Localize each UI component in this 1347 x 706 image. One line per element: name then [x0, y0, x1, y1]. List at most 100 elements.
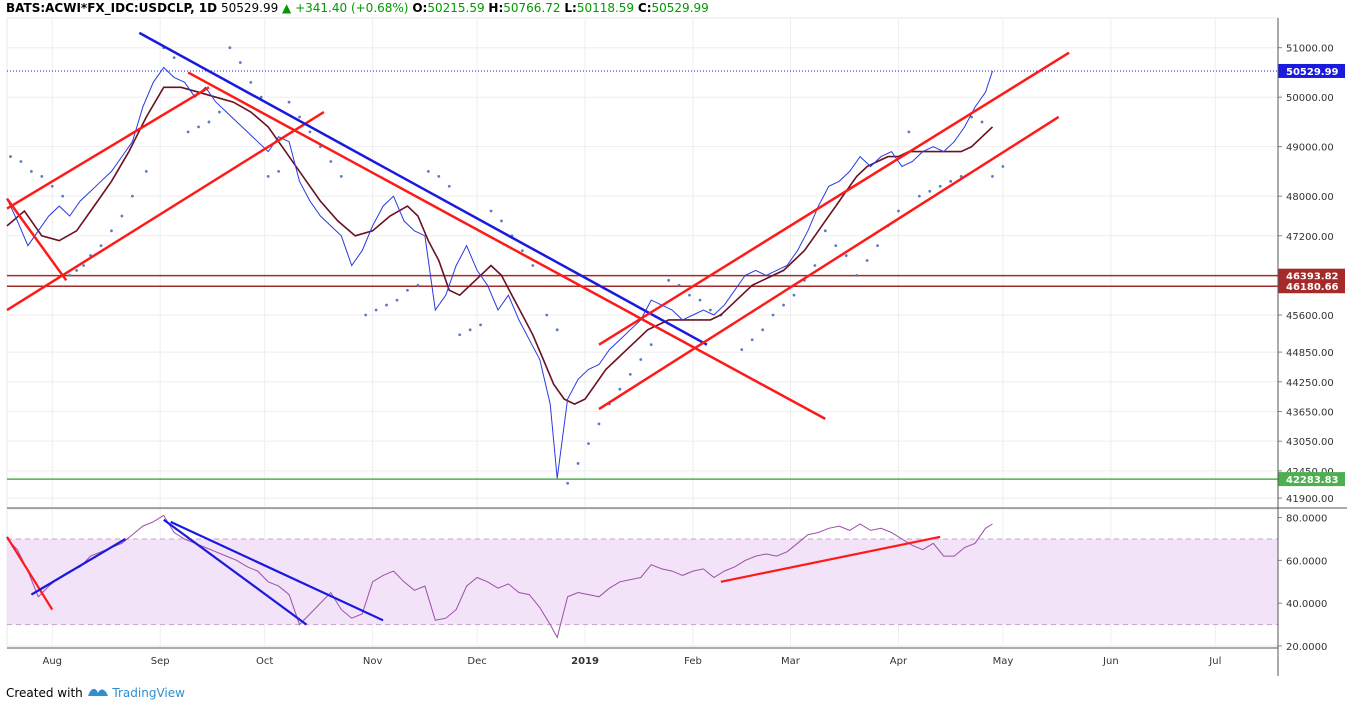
- y-tick-label: 44850.00: [1286, 348, 1334, 359]
- trend-line: [138, 31, 708, 346]
- psar-dot: [897, 209, 900, 213]
- price-pane: [6, 17, 1279, 509]
- last-price: 50529.99: [220, 1, 279, 15]
- tradingview-brand[interactable]: TradingView: [112, 686, 185, 700]
- symbol-name[interactable]: BATS:ACWI*FX_IDC:USDCLP, 1D: [6, 1, 218, 15]
- x-tick-label: Nov: [363, 656, 383, 667]
- psar-dot: [555, 328, 559, 332]
- psar-dot: [907, 130, 911, 134]
- psar-dot: [437, 174, 441, 178]
- psar-dot: [374, 308, 378, 312]
- y-tick-label: 43650.00: [1286, 407, 1334, 418]
- psar-dot: [186, 130, 190, 134]
- psar-dot: [385, 303, 388, 307]
- psar-dot: [19, 160, 23, 163]
- psar-dot: [238, 61, 242, 64]
- psar-dot: [458, 333, 462, 337]
- close-label: C:: [637, 1, 652, 15]
- symbol-header: BATS:ACWI*FX_IDC:USDCLP, 1D 50529.99 ▲ +…: [6, 0, 709, 16]
- open-label: O:: [412, 1, 428, 15]
- psar-dot: [844, 254, 848, 257]
- psar-dot: [228, 46, 232, 50]
- psar-dot: [823, 229, 827, 233]
- x-tick-label: Jul: [1208, 656, 1221, 667]
- psar-dot: [566, 481, 570, 485]
- psar-dot: [970, 115, 973, 119]
- psar-dot: [618, 387, 622, 391]
- x-tick-label: Feb: [684, 656, 702, 667]
- psar-dot: [813, 264, 817, 267]
- x-tick-label: May: [993, 656, 1014, 667]
- trend-line: [6, 86, 210, 210]
- rsi-tick-label: 20.0000: [1286, 642, 1327, 653]
- psar-dot: [917, 194, 921, 198]
- y-tick-label: 47200.00: [1286, 232, 1334, 243]
- psar-dot: [792, 293, 796, 297]
- psar-dot: [339, 174, 343, 178]
- x-tick-label: Dec: [467, 656, 486, 667]
- rsi-band: [7, 538, 1278, 625]
- trend-line: [187, 71, 826, 421]
- psar-dot: [68, 273, 72, 277]
- price-axis-label-bg: [1278, 472, 1345, 487]
- x-tick-label: Apr: [890, 656, 908, 667]
- rsi-trend-line: [720, 535, 941, 583]
- psar-dot: [218, 110, 221, 114]
- psar-dot: [110, 229, 113, 233]
- x-tick-label: Oct: [256, 656, 273, 667]
- psar-dot: [298, 115, 301, 119]
- price-axis-label: 42283.83: [1286, 475, 1339, 486]
- psar-dot: [500, 219, 503, 223]
- high-label: H:: [488, 1, 504, 15]
- price-axis-label-bg: [1278, 268, 1345, 283]
- psar-dot: [308, 130, 312, 134]
- psar-dot: [489, 209, 493, 213]
- psar-dot: [782, 303, 785, 307]
- psar-dot: [928, 189, 932, 193]
- psar-dot: [771, 313, 775, 317]
- psar-dot: [597, 422, 601, 426]
- psar-dot: [855, 273, 859, 277]
- psar-dot: [75, 269, 79, 272]
- psar-dot: [667, 278, 671, 282]
- psar-dot: [688, 293, 691, 297]
- x-tick-label: Aug: [43, 656, 63, 667]
- y-tick-label: 50000.00: [1286, 93, 1334, 104]
- psar-dot: [587, 442, 590, 446]
- rsi-tick-label: 40.0000: [1286, 599, 1327, 610]
- psar-dot: [576, 462, 580, 465]
- close-value: 50529.99: [651, 1, 709, 15]
- psar-dot: [761, 328, 765, 332]
- psar-dot: [709, 308, 712, 312]
- psar-dot: [130, 194, 134, 198]
- psar-dot: [677, 283, 681, 287]
- rsi-tick-label: 80.0000: [1286, 514, 1327, 525]
- psar-dot: [266, 174, 270, 178]
- x-tick-label: Mar: [781, 656, 801, 667]
- psar-dot: [259, 95, 263, 99]
- rsi-tick-label: 60.0000: [1286, 556, 1327, 567]
- rsi-trend-line: [163, 518, 308, 626]
- psar-dot: [50, 184, 54, 188]
- psar-dot: [639, 358, 643, 361]
- y-tick-label: 49000.00: [1286, 143, 1334, 154]
- psar-dot: [1001, 165, 1005, 168]
- psar-dot: [207, 120, 211, 124]
- psar-dot: [545, 313, 549, 317]
- psar-dot: [172, 56, 176, 59]
- psar-dot: [29, 170, 33, 173]
- rsi-trend-line: [6, 536, 54, 611]
- price-axis-label: 46393.82: [1286, 272, 1339, 283]
- psar-dot: [82, 264, 86, 267]
- psar-dot: [740, 348, 744, 352]
- psar-dot: [649, 343, 653, 347]
- psar-dot: [287, 100, 291, 104]
- psar-dot: [479, 323, 482, 327]
- tradingview-logo-icon[interactable]: [87, 686, 113, 700]
- psar-dot: [865, 259, 869, 262]
- price-axis-label-bg: [1278, 63, 1345, 78]
- psar-dot: [9, 155, 12, 158]
- rsi-trend-line: [30, 538, 126, 596]
- psar-dot: [329, 160, 333, 163]
